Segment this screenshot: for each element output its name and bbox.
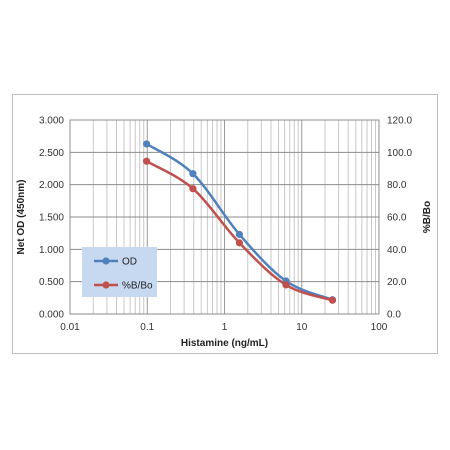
- y2-tick-label: 20.0: [387, 277, 407, 288]
- series: [142, 140, 337, 304]
- x-axis-title: Histamine (ng/mL): [181, 338, 268, 349]
- y2-axis-title: %B/Bo: [422, 201, 433, 233]
- y-tick-label: 3.000: [39, 116, 64, 127]
- data-point-1: [235, 239, 244, 247]
- x-tick-label: 1: [222, 322, 228, 333]
- data-point-1: [142, 157, 151, 165]
- series-line-0: [145, 142, 333, 301]
- y2-tick-label: 120.0: [387, 116, 412, 127]
- data-point-0: [189, 170, 197, 178]
- legend-marker: [102, 257, 110, 265]
- legend-label: %B/Bo: [122, 281, 153, 292]
- y-tick-label: 0.500: [39, 277, 64, 288]
- legend-box: [82, 247, 157, 297]
- legend-marker: [102, 281, 110, 289]
- data-point-1: [282, 281, 290, 289]
- y2-tick-label: 60.0: [387, 213, 407, 224]
- data-point-0: [142, 140, 151, 148]
- data-point-1: [328, 296, 337, 304]
- y-tick-label: 0.000: [39, 310, 64, 321]
- legend: OD %B/Bo: [82, 247, 157, 297]
- y2-tick-label: 80.0: [387, 180, 407, 191]
- x-tick-label: 10: [296, 322, 308, 333]
- data-point-0: [235, 230, 244, 239]
- y-tick-label: 2.500: [39, 148, 64, 159]
- y-tick-label: 2.000: [39, 180, 64, 191]
- legend-label: OD: [122, 257, 137, 268]
- x-tick-label: 0.01: [60, 322, 80, 333]
- data-point-1: [189, 185, 197, 193]
- x-tick-label: 100: [371, 322, 388, 333]
- y2-tick-label: 100.0: [387, 148, 412, 159]
- axis-ticks: 0.01 0.1 1 10 100 0.000 0.500 1.000 1.500 2.000 2.…: [39, 116, 412, 334]
- y2-tick-label: 0.0: [387, 310, 401, 321]
- series-line-1: [145, 160, 333, 302]
- y-tick-label: 1.000: [39, 245, 64, 256]
- y-axis-title: Net OD (450nm): [16, 179, 27, 254]
- plot-area: [69, 119, 380, 315]
- y-tick-label: 1.500: [39, 213, 64, 224]
- x-tick-label: 0.1: [140, 322, 154, 333]
- y2-tick-label: 40.0: [387, 245, 407, 256]
